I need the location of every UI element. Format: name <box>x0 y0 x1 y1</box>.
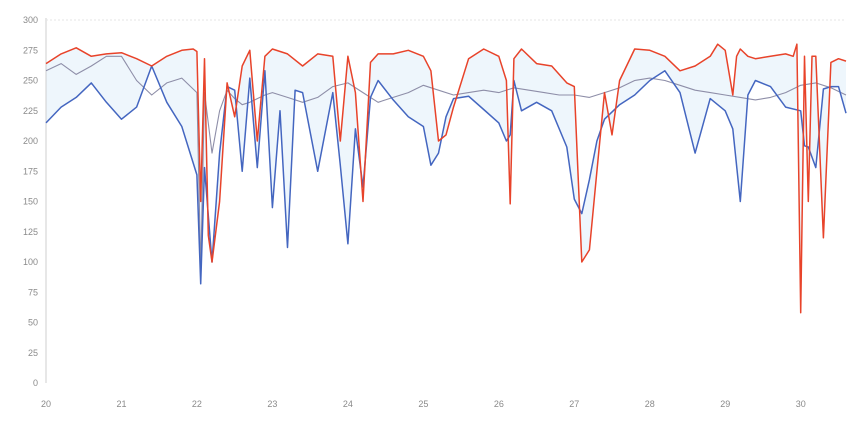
x-tick-label: 21 <box>116 399 126 409</box>
series-line-gray <box>45 55 847 269</box>
y-tick-label: 275 <box>23 45 38 55</box>
x-tick-label: 26 <box>494 399 504 409</box>
y-tick-label: 50 <box>28 318 38 328</box>
x-tick-label: 30 <box>796 399 806 409</box>
x-tick-label: 20 <box>41 399 51 409</box>
tick-labels: 0 25 50 75 100 125 150 175 200 225 250 275 300 20 21 22… <box>23 15 806 409</box>
y-tick-label: 25 <box>28 348 38 358</box>
y-tick-label: 225 <box>23 106 38 116</box>
series-line-blue <box>45 65 847 285</box>
x-tick-label: 24 <box>343 399 353 409</box>
x-tick-label: 25 <box>418 399 428 409</box>
x-tick-label: 23 <box>267 399 277 409</box>
y-tick-label: 75 <box>28 287 38 297</box>
axes <box>45 18 846 383</box>
series-layer <box>45 43 847 314</box>
y-tick-label: 200 <box>23 136 38 146</box>
y-tick-label: 125 <box>23 227 38 237</box>
x-tick-label: 28 <box>645 399 655 409</box>
x-tick-label: 27 <box>569 399 579 409</box>
y-tick-label: 100 <box>23 257 38 267</box>
x-tick-label: 29 <box>720 399 730 409</box>
series-band-area <box>46 44 846 264</box>
series-line-red <box>45 43 847 314</box>
x-tick-label: 22 <box>192 399 202 409</box>
y-tick-label: 175 <box>23 166 38 176</box>
y-tick-label: 150 <box>23 197 38 207</box>
y-tick-label: 300 <box>23 15 38 25</box>
y-tick-label: 250 <box>23 76 38 86</box>
y-tick-label: 0 <box>33 378 38 388</box>
band-layer <box>46 44 846 264</box>
